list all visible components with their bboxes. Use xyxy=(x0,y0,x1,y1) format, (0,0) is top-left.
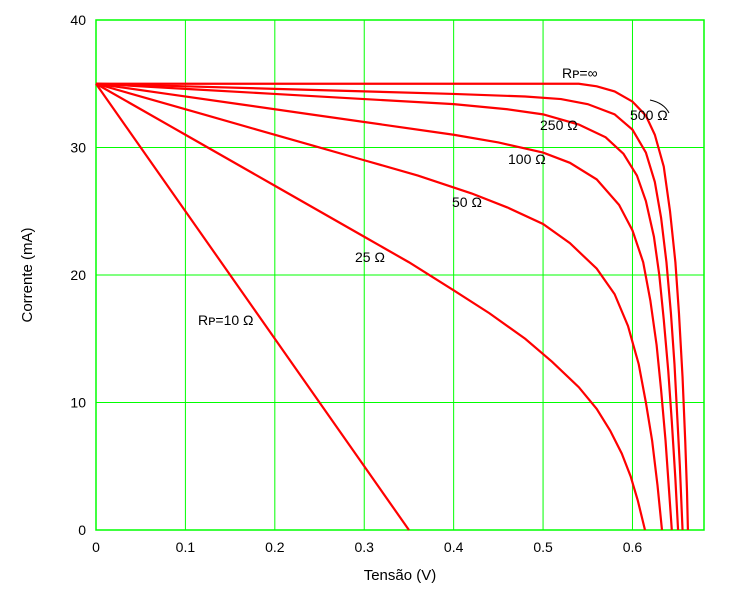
iv-curve-chart: 0 0.1 0.2 0.3 0.4 0.5 0.6 0 10 20 30 40 Rᴘ=∞ 500 Ω 250… xyxy=(0,0,744,607)
xtick-label: 0.4 xyxy=(444,539,464,555)
chart-svg: 0 0.1 0.2 0.3 0.4 0.5 0.6 0 10 20 30 40 Rᴘ=∞ 500 Ω 250… xyxy=(0,0,744,607)
curve-Rp_500 xyxy=(96,84,683,530)
annotation: Rᴘ=∞ xyxy=(562,65,598,81)
x-axis-label: Tensão (V) xyxy=(364,567,437,584)
ytick-label: 0 xyxy=(78,522,86,538)
annotation: 250 Ω xyxy=(540,117,578,133)
xtick-label: 0.6 xyxy=(623,539,643,555)
curve-Rp_10 xyxy=(96,84,409,530)
curve-Rp_25 xyxy=(96,84,645,530)
xtick-label: 0.5 xyxy=(533,539,553,555)
xtick-label: 0.1 xyxy=(176,539,196,555)
ytick-label: 10 xyxy=(70,395,86,411)
curve-Rp_50 xyxy=(96,84,662,530)
annotation: 100 Ω xyxy=(508,151,546,167)
xtick-label: 0.2 xyxy=(265,539,285,555)
curve-Rp_100 xyxy=(96,84,672,530)
curve-Rp_inf xyxy=(96,84,688,530)
annotation: 500 Ω xyxy=(630,107,668,123)
annotation: 25 Ω xyxy=(355,249,385,265)
curve-Rp_250 xyxy=(96,84,678,530)
annotation: 50 Ω xyxy=(452,194,482,210)
xtick-label: 0.3 xyxy=(355,539,375,555)
xtick-label: 0 xyxy=(92,539,100,555)
ytick-label: 30 xyxy=(70,140,86,156)
ytick-label: 40 xyxy=(70,12,86,28)
annotation: Rᴘ=10 Ω xyxy=(198,312,254,328)
ytick-label: 20 xyxy=(70,267,86,283)
y-axis-label: Corrente (mA) xyxy=(19,227,36,322)
